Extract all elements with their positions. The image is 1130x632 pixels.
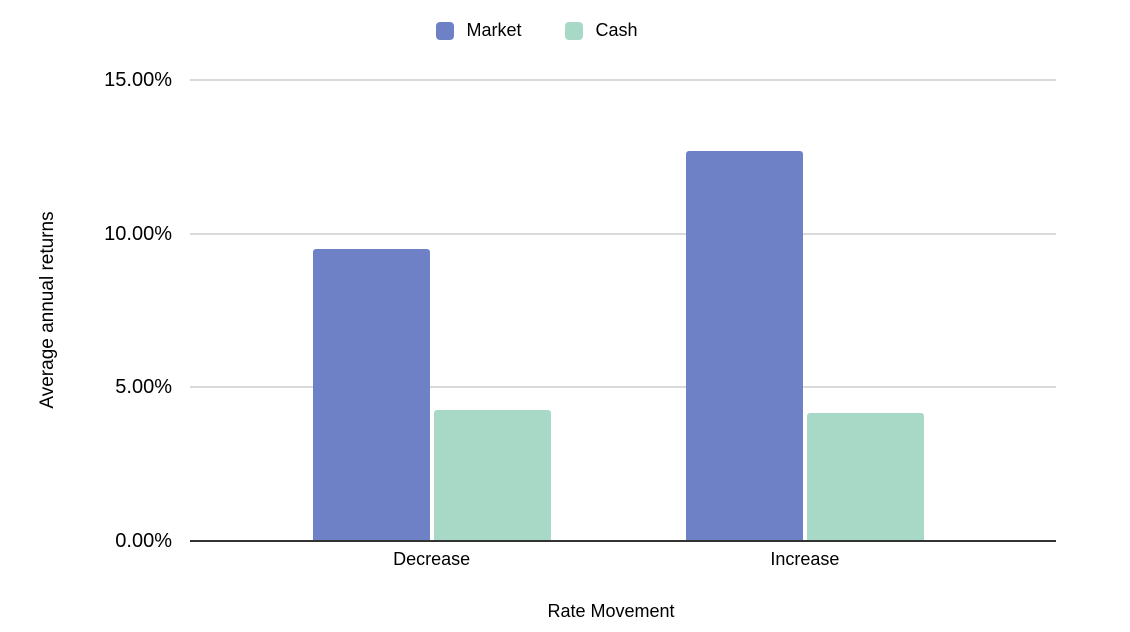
x-axis-title: Rate Movement	[547, 601, 675, 621]
y-tick-label-15: 15.00%	[104, 69, 172, 91]
legend-label-market: Market	[466, 20, 522, 40]
x-axis-line	[190, 540, 1056, 542]
gridline-15	[190, 79, 1056, 81]
x-category-label-decrease: Decrease	[393, 549, 471, 569]
bar-market-increase	[685, 150, 803, 541]
bar-cash-decrease	[433, 410, 551, 541]
legend-item-cash: Cash	[565, 20, 638, 41]
legend-item-market: Market	[436, 20, 521, 41]
legend-swatch-market-icon	[436, 21, 455, 40]
gridline-5	[190, 386, 1056, 389]
y-tick-label-10: 10.00%	[104, 222, 172, 245]
gridline-10	[190, 232, 1056, 235]
x-category-label-increase: Increase	[770, 549, 840, 569]
chart-legend: Market Cash	[0, 20, 1102, 41]
y-tick-label-5: 5.00%	[115, 376, 172, 399]
legend-label-cash: Cash	[595, 20, 638, 40]
bar-market-decrease	[312, 249, 430, 541]
bar-cash-increase	[806, 413, 924, 541]
y-axis-title: Average annual returns	[37, 211, 58, 409]
y-tick-label-0: 0.00%	[115, 530, 172, 552]
legend-swatch-cash-icon	[565, 21, 584, 40]
